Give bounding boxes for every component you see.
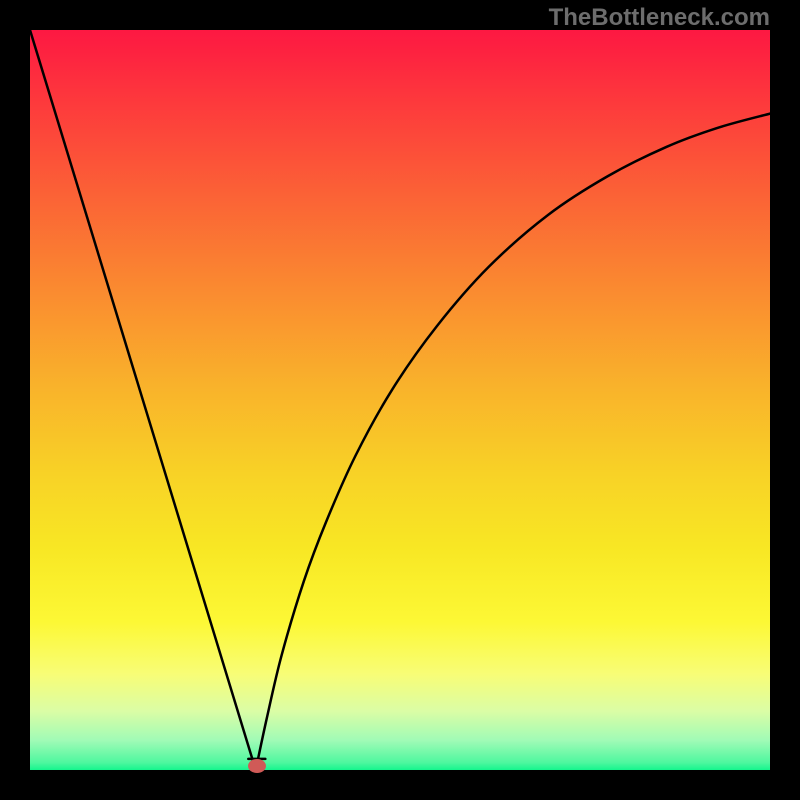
chart-container: TheBottleneck.com: [0, 0, 800, 800]
optimal-point-marker: [248, 759, 266, 773]
bottleneck-curve: [0, 0, 800, 800]
watermark-text: TheBottleneck.com: [549, 4, 770, 32]
